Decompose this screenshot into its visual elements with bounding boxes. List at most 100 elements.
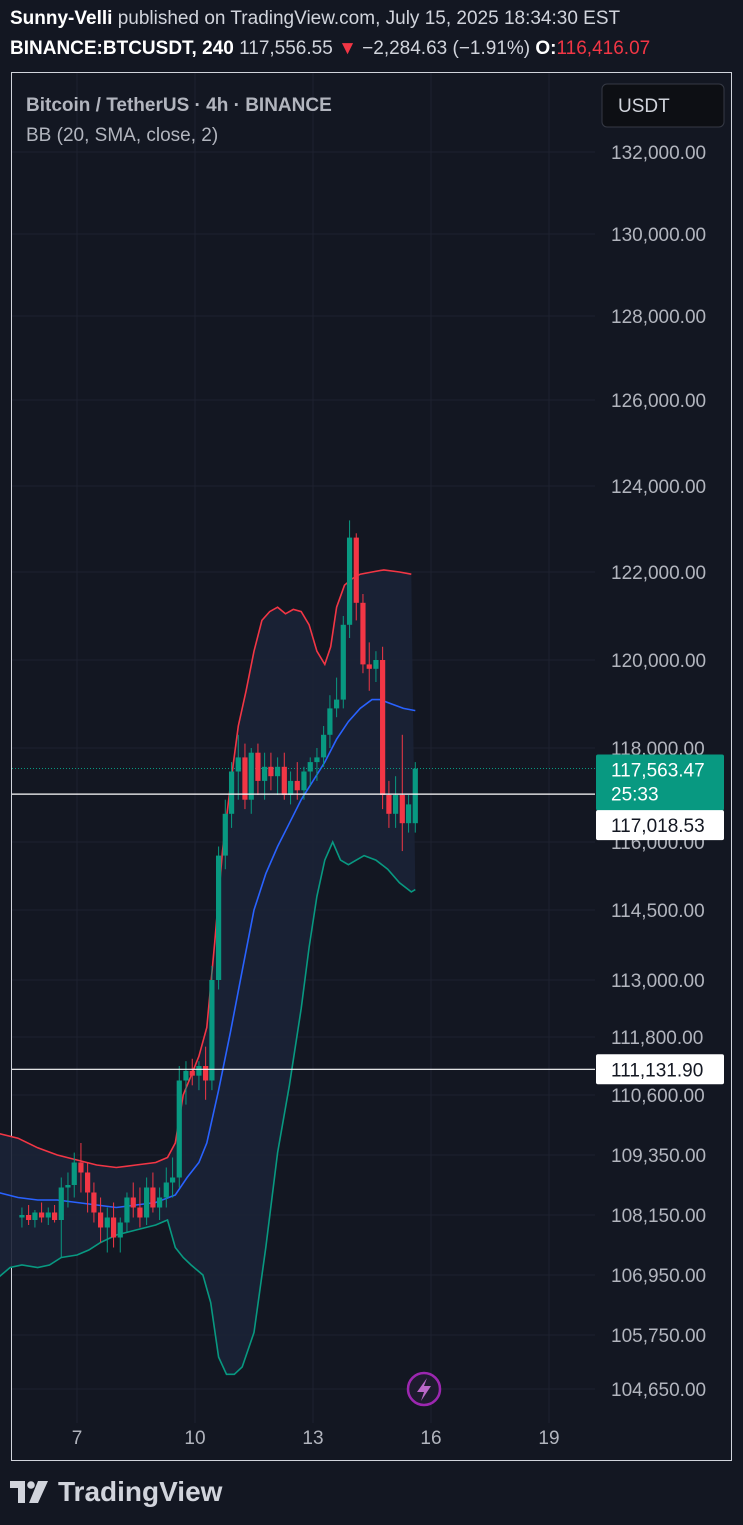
badge-price: 117,563.47 [611, 761, 705, 782]
candle-body [287, 780, 294, 795]
candle-body [255, 752, 261, 781]
candle-body [196, 1066, 202, 1076]
candle-body [39, 1212, 45, 1218]
candle-body [360, 602, 366, 665]
down-arrow-icon: ▼ [338, 38, 357, 59]
currency-button[interactable]: USDT [601, 83, 725, 128]
candle-body [307, 762, 313, 772]
candle-body [209, 980, 215, 1081]
candle-body [373, 660, 379, 669]
price-tick-label: 126,000.00 [611, 391, 706, 412]
publish-text: published on TradingView.com, July 15, 2… [117, 8, 621, 29]
candle-body [176, 1080, 182, 1178]
candle-body [216, 855, 222, 980]
price-tick-label: 105,750.00 [611, 1326, 706, 1347]
legend-title: Bitcoin / TetherUS · 4h · BINANCE [26, 95, 332, 116]
open-value: 116,416.07 [556, 38, 651, 59]
time-axis: 7 10 13 16 19 [72, 1428, 560, 1449]
price-tick-label: 113,000.00 [611, 971, 705, 992]
price-tick-label: 111,800.00 [611, 1028, 703, 1049]
author-name[interactable]: Sunny-Velli [10, 8, 113, 29]
symbol-info: BINANCE:BTCUSDT, 240 117,556.55 ▼ −2,284… [10, 38, 650, 60]
time-tick-label: 16 [420, 1428, 441, 1449]
upper-line-label: 117,018.53 [596, 810, 724, 841]
price-tick-label: 106,950.00 [611, 1266, 706, 1287]
candle-body [235, 757, 241, 772]
tradingview-logo-icon [10, 1481, 48, 1503]
candle-body [353, 537, 359, 603]
candle-body [65, 1185, 71, 1188]
lower-line-label: 111,131.90 [596, 1054, 724, 1085]
candle-body [393, 795, 399, 814]
candle-body [346, 537, 353, 625]
candle-body [412, 768, 418, 824]
candle-body [281, 766, 287, 795]
candle-body [169, 1177, 176, 1183]
candle-body [32, 1212, 38, 1220]
price-tick-label: 114,500.00 [611, 901, 705, 922]
bb-basis-line [0, 698, 416, 1209]
current-price-badge: 117,563.47 25:33 [596, 754, 724, 811]
candle-body [366, 664, 372, 669]
publish-info: Sunny-Velli published on TradingView.com… [10, 8, 620, 30]
bb-upper-line [0, 569, 412, 1169]
candle-body [334, 699, 340, 709]
candle-body [189, 1070, 195, 1076]
candle-body [19, 1215, 25, 1218]
candle-body [275, 766, 281, 777]
price-tick-label: 122,000.00 [611, 563, 706, 584]
price-tick-label: 124,000.00 [611, 477, 706, 498]
candle-body [98, 1212, 104, 1228]
upper-line-value: 117,018.53 [611, 816, 705, 837]
candle-body [144, 1187, 150, 1218]
candle-body [51, 1212, 58, 1220]
badge-countdown: 25:33 [611, 785, 659, 806]
candle-body [203, 1066, 209, 1081]
candle-body [301, 771, 307, 791]
brand-name: TradingView [58, 1476, 223, 1507]
time-tick-label: 13 [302, 1428, 323, 1449]
candle-body [26, 1215, 32, 1220]
open-label: O: [535, 38, 557, 59]
legend-indicator: BB (20, SMA, close, 2) [26, 125, 218, 146]
candle-body [124, 1197, 130, 1223]
candle-body [405, 804, 412, 824]
candle-body [117, 1222, 123, 1238]
price-tick-label: 109,350.00 [611, 1146, 706, 1167]
brand-logo[interactable]: TradingView [10, 1476, 222, 1508]
price-tick-label: 120,000.00 [611, 651, 706, 672]
candle-body [314, 757, 320, 763]
candle-body [157, 1197, 163, 1208]
candle-body [228, 771, 235, 814]
candle-body [78, 1162, 84, 1173]
candle-body [321, 734, 327, 758]
candle-body [340, 624, 346, 700]
candle-body [91, 1192, 97, 1213]
candle-body [294, 780, 300, 791]
candle-body [248, 752, 254, 800]
candle-body [45, 1212, 51, 1218]
price-tick-label: 128,000.00 [611, 307, 706, 328]
candle-body [71, 1162, 77, 1185]
candle-body [104, 1217, 110, 1228]
price-tick-label: 132,000.00 [611, 143, 706, 164]
candle-body [58, 1187, 64, 1220]
candle-body [262, 766, 268, 781]
bb-fill [0, 569, 416, 1375]
chart-frame [11, 72, 732, 1461]
candles [19, 520, 418, 1258]
candle-body [399, 795, 405, 824]
candle-body [130, 1197, 136, 1208]
time-tick-label: 7 [72, 1428, 83, 1449]
lightning-icon[interactable] [406, 1371, 442, 1407]
candle-body [386, 795, 392, 814]
candle-body [327, 708, 333, 735]
price-tick-label: 104,650.00 [611, 1380, 706, 1401]
candle-body [85, 1172, 91, 1193]
candle-body [137, 1207, 143, 1218]
candle-body [222, 813, 228, 856]
currency-label: USDT [618, 96, 670, 117]
price-tick-label: 130,000.00 [611, 225, 706, 246]
candle-body [268, 766, 274, 777]
